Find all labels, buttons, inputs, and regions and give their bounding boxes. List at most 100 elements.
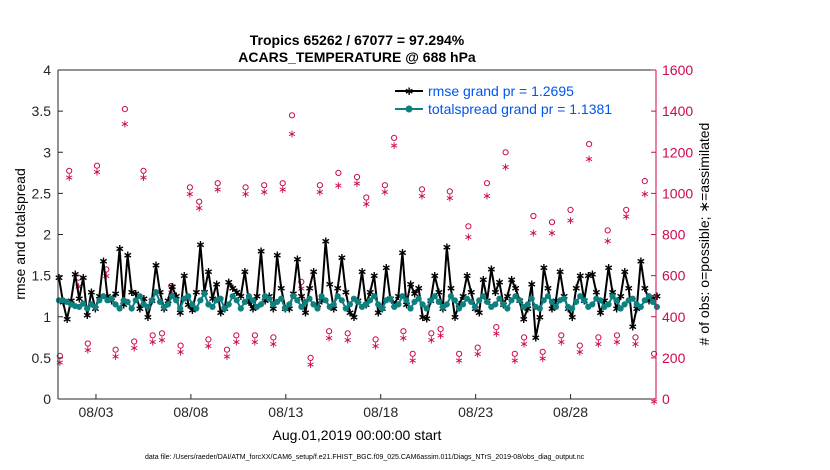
totalspread-point — [128, 305, 135, 312]
rmse-point: ∗ — [329, 302, 339, 316]
obs-assimilated-point: ∗ — [649, 395, 658, 408]
y-tick-label-left: 3 — [43, 144, 51, 160]
legend-rmse-marker: ∗ — [404, 84, 414, 98]
rmse-point: ∗ — [155, 285, 165, 299]
obs-assimilated-point: ∗ — [436, 329, 445, 342]
obs-possible-point — [632, 334, 639, 341]
rmse-point: ∗ — [292, 252, 302, 266]
legend-totalspread-marker — [405, 105, 413, 113]
obs-assimilated-point: ∗ — [269, 337, 278, 350]
totalspread-point — [496, 295, 503, 302]
totalspread-point — [375, 301, 382, 308]
rmse-point: ∗ — [430, 269, 440, 283]
rmse-point: ∗ — [599, 293, 609, 307]
rmse-point: ∗ — [575, 269, 585, 283]
totalspread-point — [169, 293, 176, 300]
obs-assimilated-point: ∗ — [287, 128, 296, 141]
obs-possible-point — [326, 328, 333, 335]
rmse-point: ∗ — [506, 273, 516, 287]
rmse-point: ∗ — [393, 289, 403, 303]
obs-possible-point — [56, 352, 64, 359]
totalspread-point — [185, 293, 192, 300]
totalspread-point — [221, 305, 228, 312]
obs-possible-point — [251, 332, 258, 339]
rmse-point: ∗ — [54, 270, 64, 284]
obs-possible-point — [270, 334, 277, 341]
rmse-point: ∗ — [409, 287, 419, 301]
y-tick-label-right: 0 — [662, 391, 670, 407]
obs-possible-point — [372, 336, 379, 343]
rmse-point: ∗ — [179, 269, 189, 283]
obs-assimilated-point: ∗ — [612, 335, 621, 348]
x-tick-label: 08/13 — [268, 404, 303, 420]
totalspread-point — [581, 297, 588, 304]
totalspread-point — [310, 301, 317, 308]
rmse-point: ∗ — [587, 267, 597, 281]
obs-assimilated-point: ∗ — [510, 354, 519, 367]
obs-possible-point — [84, 340, 91, 347]
obs-assimilated-point: ∗ — [343, 333, 352, 346]
obs-assimilated-point: ∗ — [195, 202, 204, 215]
rmse-point: ∗ — [583, 269, 593, 283]
totalspread-point — [197, 297, 204, 304]
rmse-point: ∗ — [232, 285, 242, 299]
totalspread-point — [241, 298, 248, 305]
rmse-point: ∗ — [337, 251, 347, 265]
obs-assimilated-point: ∗ — [427, 333, 436, 346]
x-tick-label: 08/18 — [363, 404, 398, 420]
obs-assimilated-point: ∗ — [352, 177, 361, 190]
rmse-point: ∗ — [369, 269, 379, 283]
y-tick-label-right: 1400 — [662, 103, 693, 119]
totalspread-point — [573, 298, 580, 305]
rmse-point: ∗ — [119, 297, 129, 311]
totalspread-point — [338, 297, 345, 304]
obs-assimilated-point: ∗ — [603, 235, 612, 248]
totalspread-point — [294, 297, 301, 304]
totalspread-point — [443, 301, 450, 308]
rmse-point: ∗ — [167, 279, 177, 293]
totalspread-point — [387, 295, 394, 302]
x-tick-label: 08/23 — [458, 404, 493, 420]
rmse-point: ∗ — [607, 285, 617, 299]
obs-possible-point — [316, 182, 323, 189]
obs-possible-point — [149, 332, 156, 339]
obs-assimilated-point: ∗ — [473, 348, 482, 361]
totalspread-point — [544, 293, 552, 300]
totalspread-point — [257, 301, 265, 308]
totalspread-point — [278, 295, 285, 302]
y-tick-label-left: 1 — [43, 309, 51, 325]
obs-possible-point — [186, 184, 193, 191]
rmse-point: ∗ — [349, 310, 359, 324]
rmse-point: ∗ — [191, 285, 201, 299]
totalspread-point — [605, 301, 612, 308]
totalspread-point — [645, 293, 653, 300]
rmse-point: ∗ — [486, 262, 496, 276]
totalspread-point — [350, 295, 357, 302]
rmse-point: ∗ — [187, 303, 197, 317]
obs-assimilated-point: ∗ — [399, 331, 408, 344]
obs-possible-point — [261, 182, 268, 189]
obs-possible-point — [140, 167, 147, 174]
rmse-point: ∗ — [312, 297, 322, 311]
y-tick-label-left: 1.5 — [32, 268, 52, 284]
obs-possible-point — [242, 184, 249, 191]
legend-totalspread-label: totalspread grand pr = 1.1381 — [428, 101, 612, 117]
totalspread-point — [653, 303, 661, 310]
totalspread-point — [528, 295, 535, 302]
totalspread-point — [237, 305, 244, 312]
totalspread-point — [399, 293, 406, 300]
totalspread-point — [152, 289, 159, 296]
rmse-point: ∗ — [462, 269, 472, 283]
totalspread-point — [76, 303, 83, 310]
totalspread-point — [431, 293, 438, 300]
obs-assimilated-point: ∗ — [232, 335, 241, 348]
obs-assimilated-point: ∗ — [120, 117, 129, 130]
totalspread-point — [589, 301, 596, 308]
rmse-point: ∗ — [494, 275, 504, 289]
rmse-point: ∗ — [98, 254, 108, 268]
totalspread-point — [423, 305, 430, 312]
obs-possible-point — [428, 330, 435, 337]
obs-possible-point — [418, 186, 426, 193]
rmse-point: ∗ — [636, 254, 646, 268]
